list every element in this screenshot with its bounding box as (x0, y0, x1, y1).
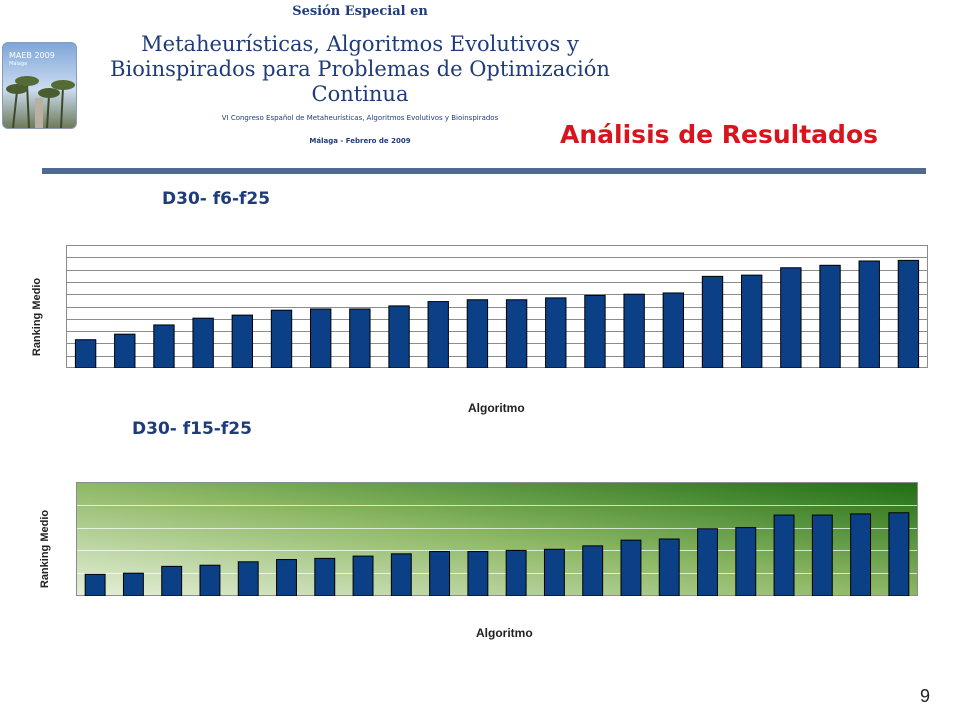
bar (543, 548, 565, 596)
chart2-title: D30- f15-f25 (132, 419, 252, 439)
bar (888, 512, 910, 596)
bar (582, 545, 604, 596)
bar (697, 528, 718, 596)
bar (388, 305, 410, 368)
bar (309, 308, 332, 368)
bar (545, 297, 567, 368)
bar (237, 561, 259, 596)
bar (466, 299, 489, 368)
section-title: Análisis de Resultados (560, 120, 878, 149)
bar (74, 339, 97, 368)
chart2-bar-chart (76, 482, 918, 596)
bar (84, 573, 106, 596)
bar (467, 551, 489, 596)
bar (270, 309, 293, 368)
bar (897, 259, 920, 368)
chart2-x-label: Algoritmo (476, 626, 533, 640)
chart1-y-label: Ranking Medio (31, 277, 43, 357)
bar (199, 564, 221, 596)
chart1-title: D30- f6-f25 (162, 189, 271, 209)
bar (427, 301, 449, 368)
bar (662, 292, 685, 368)
bar (276, 559, 297, 596)
chart1-bar-chart (66, 245, 928, 368)
chart2-y-label: Ranking Medio (39, 509, 51, 589)
header-title: Metaheurísticas, Algoritmos Evolutivos y… (110, 32, 610, 106)
logo-text: MAEB 2009 (9, 51, 55, 60)
bar (735, 527, 757, 596)
plot-area-frame (76, 482, 918, 596)
bar (352, 555, 374, 596)
bar (858, 260, 880, 368)
bar (773, 514, 795, 596)
bar (623, 293, 645, 368)
bar (584, 294, 606, 368)
bar (349, 308, 371, 368)
bar (811, 514, 833, 596)
bar (314, 557, 336, 596)
bar (819, 264, 841, 368)
header-divider (42, 168, 926, 174)
header-kicker: Sesión Especial en (292, 4, 428, 19)
bar (850, 513, 872, 596)
maeb-2009-logo: MAEB 2009 Málaga (2, 42, 77, 129)
palm-trees-graphic (6, 76, 75, 128)
logo-subtext: Málaga (9, 61, 28, 67)
bar (114, 333, 136, 368)
bar (505, 549, 527, 596)
bar (161, 565, 183, 596)
chart1-x-label: Algoritmo (468, 401, 525, 415)
bar (620, 539, 642, 596)
bar (780, 267, 802, 368)
header-subtitle: VI Congreso Español de Metaheurísticas, … (221, 114, 499, 122)
plot-area-frame (66, 245, 928, 368)
bar (122, 572, 144, 596)
bar (658, 538, 680, 596)
bar (390, 553, 412, 596)
page-number: 9 (919, 686, 930, 706)
bar (740, 274, 763, 368)
bar (701, 275, 724, 368)
bar (429, 551, 451, 596)
bar (192, 317, 214, 368)
bar (231, 314, 254, 368)
header-date: Málaga - Febrero de 2009 (309, 137, 411, 145)
bar (153, 324, 175, 368)
bar (505, 299, 528, 368)
